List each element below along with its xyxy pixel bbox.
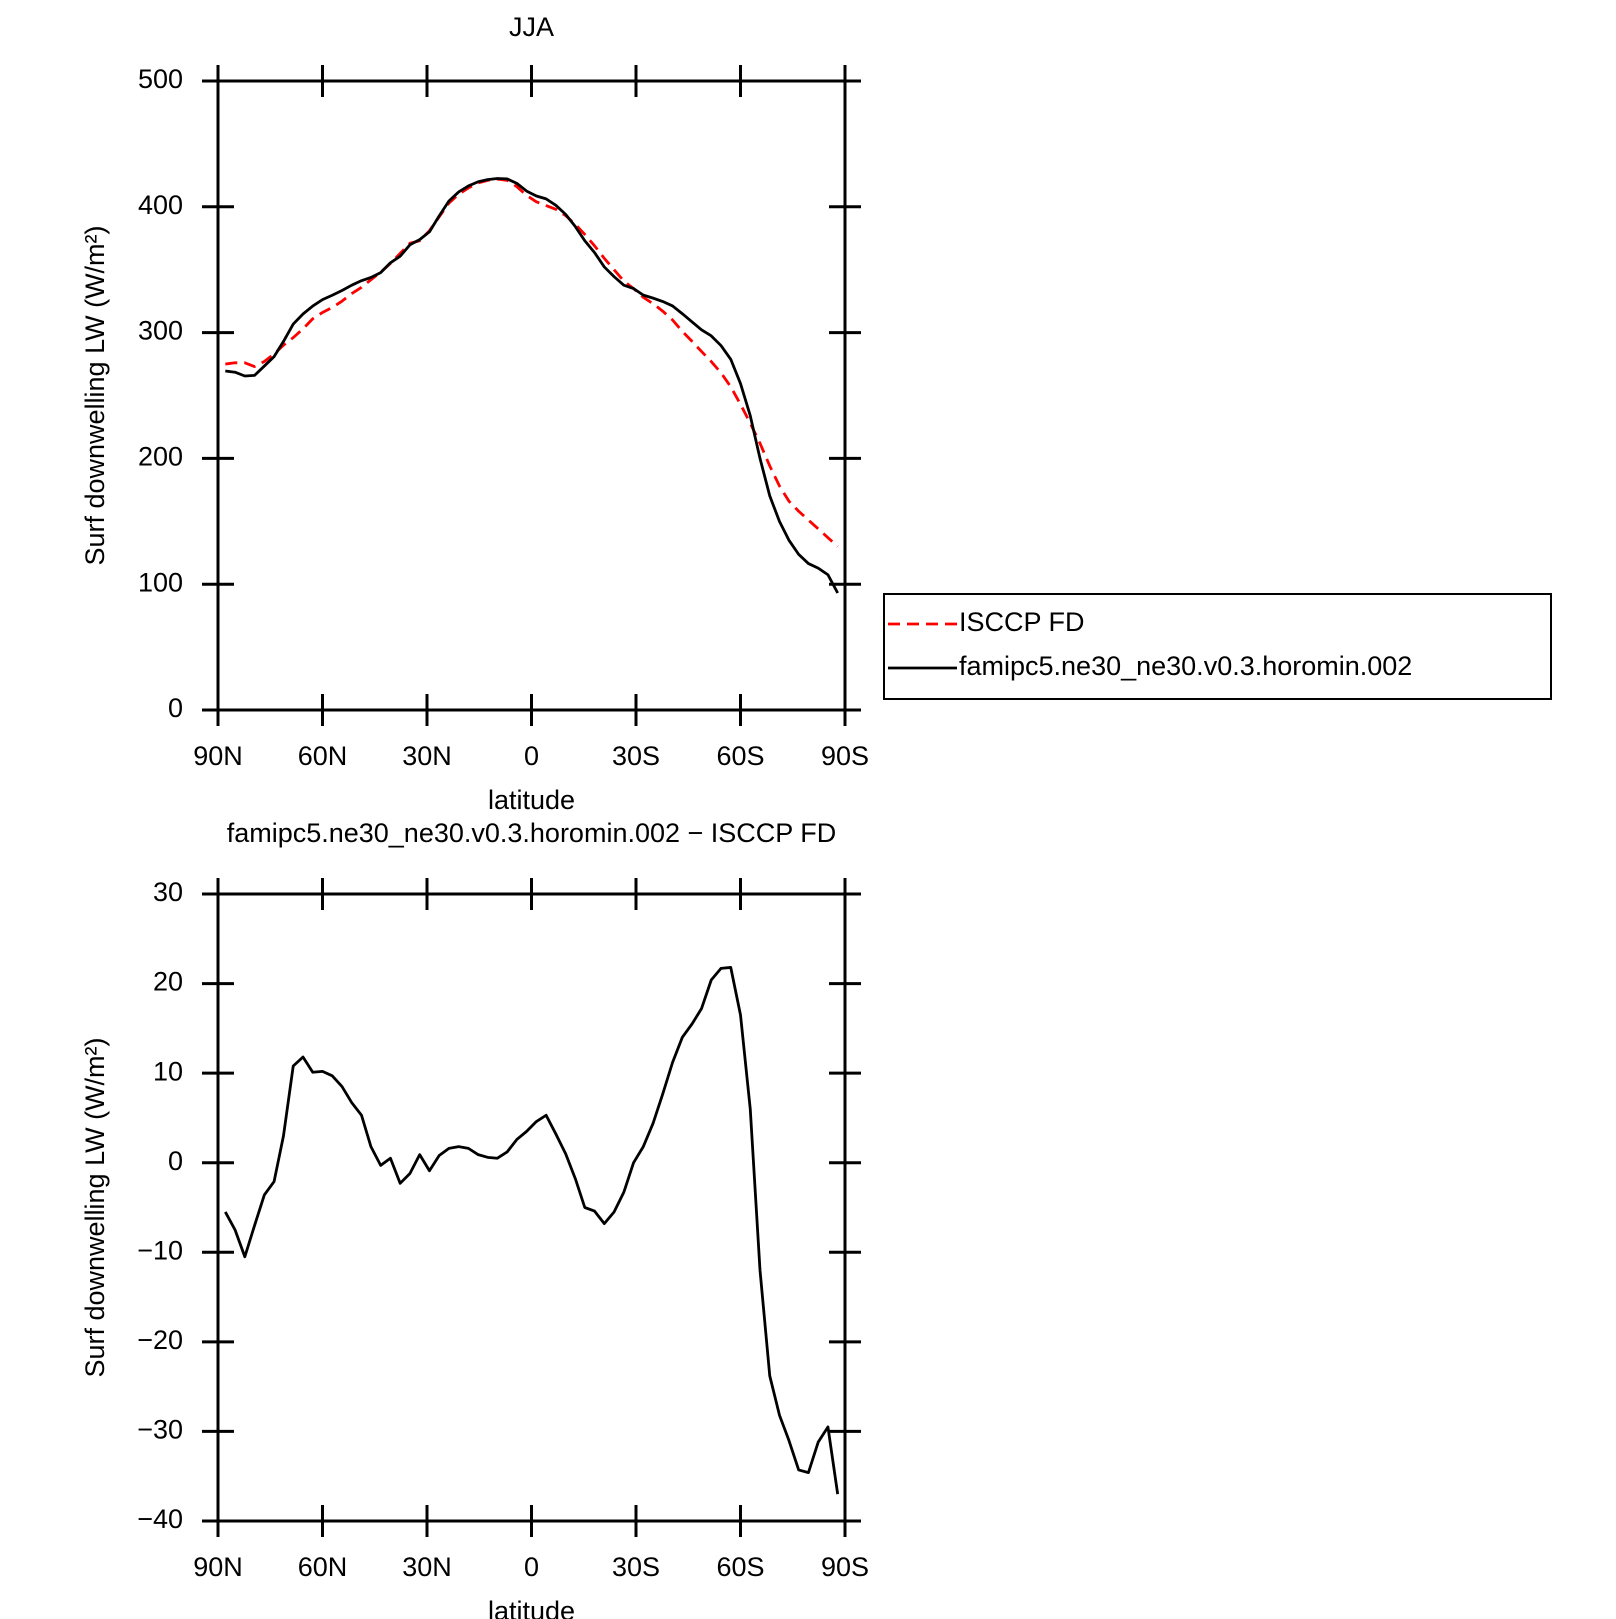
- chart-title: JJA: [509, 12, 554, 42]
- y-tick-label: −30: [137, 1415, 183, 1445]
- x-tick-label: 30S: [612, 1552, 660, 1582]
- data-line: [224, 966, 840, 1495]
- x-tick-label: 60N: [298, 1552, 348, 1582]
- x-tick-label: 30N: [402, 741, 452, 771]
- y-tick-label: 300: [138, 316, 183, 346]
- x-tick-label: 90S: [821, 1552, 869, 1582]
- y-tick-label: 400: [138, 190, 183, 220]
- legend-box: [883, 593, 1552, 700]
- y-tick-label: 0: [168, 1146, 183, 1176]
- y-tick-label: 20: [153, 967, 183, 997]
- y-tick-label: −20: [137, 1325, 183, 1355]
- x-axis-label: latitude: [488, 785, 575, 815]
- x-tick-label: 0: [524, 1552, 539, 1582]
- x-axis-label: latitude: [488, 1596, 575, 1619]
- y-tick-label: 0: [168, 693, 183, 723]
- legend-label: ISCCP FD: [959, 607, 1085, 637]
- x-tick-label: 90S: [821, 741, 869, 771]
- x-tick-label: 30S: [612, 741, 660, 771]
- chart-title: famipc5.ne30_ne30.v0.3.horomin.002 − ISC…: [227, 818, 837, 848]
- x-tick-label: 0: [524, 741, 539, 771]
- plot-frame: [216, 79, 847, 712]
- y-tick-label: 500: [138, 64, 183, 94]
- plot-frame: [216, 892, 847, 1523]
- y-tick-label: −40: [137, 1504, 183, 1534]
- data-line: [225, 177, 839, 594]
- y-axis-label: Surf downwelling LW (W/m²): [80, 225, 110, 565]
- y-tick-label: −10: [137, 1235, 183, 1265]
- x-tick-label: 30N: [402, 1552, 452, 1582]
- y-tick-label: 30: [153, 877, 183, 907]
- legend-label: famipc5.ne30_ne30.v0.3.horomin.002: [959, 651, 1412, 681]
- y-axis-label: Surf downwelling LW (W/m²): [80, 1037, 110, 1377]
- x-tick-label: 60S: [716, 1552, 764, 1582]
- x-tick-label: 60N: [298, 741, 348, 771]
- y-tick-label: 10: [153, 1056, 183, 1086]
- x-tick-label: 90N: [193, 1552, 243, 1582]
- y-tick-label: 200: [138, 442, 183, 472]
- y-tick-label: 100: [138, 567, 183, 597]
- x-tick-label: 90N: [193, 741, 243, 771]
- x-tick-label: 60S: [716, 741, 764, 771]
- data-line: [225, 177, 839, 548]
